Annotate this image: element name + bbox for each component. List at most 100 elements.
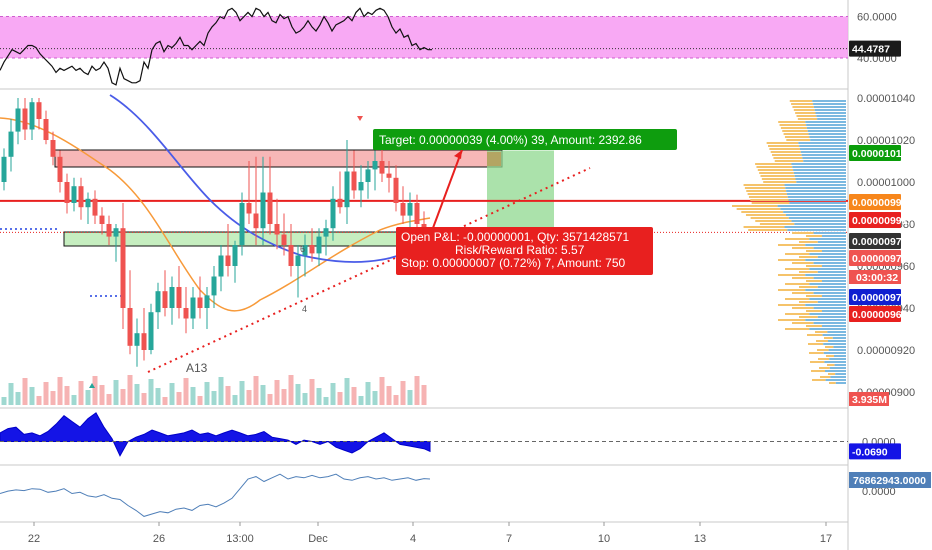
time-tick-label: 13:00 (226, 533, 254, 545)
volume-bar (211, 391, 217, 405)
volume-profile-bar (802, 157, 846, 159)
volume-profile-bar (793, 109, 815, 111)
volume-bar (274, 380, 280, 405)
volume-profile-bar (747, 193, 787, 195)
volume-bar (197, 396, 203, 405)
momentum-area (0, 412, 431, 457)
volume-profile-bar (796, 115, 817, 117)
volume-bar (113, 380, 119, 405)
volume-profile-bar (778, 259, 806, 261)
time-tick-label: 26 (153, 533, 165, 545)
volume-profile-bar (817, 316, 846, 318)
candle-body (78, 186, 84, 208)
candle-body (393, 177, 399, 203)
volume-profile-bar (828, 373, 836, 375)
candle-body (183, 308, 189, 319)
candle-body (330, 198, 336, 229)
volume-profile-bar (792, 277, 814, 279)
volume-profile-bar (788, 199, 846, 201)
volume-profile-bar (786, 190, 846, 192)
volume-profile-bar (774, 160, 804, 162)
volume-oscillator-value-label: 76862943.0000 (853, 475, 926, 487)
countdown-label-bg (849, 270, 901, 284)
pnl-callout-bg (396, 227, 653, 275)
volume-profile-bar (806, 325, 822, 327)
volume-profile-bar (817, 241, 846, 243)
volume-bar (15, 392, 21, 405)
volume-profile-bar (834, 355, 846, 357)
candle-body (36, 102, 42, 119)
volume-bar (302, 393, 308, 405)
candle-body (344, 171, 350, 208)
volume-profile-bar (784, 184, 846, 186)
volume-bar (8, 383, 14, 405)
time-axis[interactable]: 22 26 13:00 Dec 4 7 10 13 17 (28, 522, 832, 545)
volume-profile-bar (778, 244, 806, 246)
volume-profile-bar (813, 247, 846, 249)
candle-body (323, 228, 329, 237)
price-panel: A13 4 6 Target: 0.00000039 (4.00%) 39, Amou… (0, 94, 848, 405)
volume-bar (281, 389, 287, 405)
volume-profile-bar (806, 310, 822, 312)
volume-profile-bar (799, 241, 818, 243)
volume-bar (43, 382, 49, 405)
volume-profile-bar (805, 244, 846, 246)
price-axis[interactable]: 60.000040.000044.47870.000010400.0000102… (849, 12, 931, 499)
volume-profile-bar (825, 346, 834, 348)
volume-profile-bar (778, 121, 806, 123)
volume-profile-bar (808, 343, 824, 345)
volume-profile-bar (783, 211, 846, 213)
volume-bar (295, 384, 301, 405)
candle-body (365, 169, 371, 182)
volume-profile-bar (799, 256, 818, 258)
volume-profile-bar (797, 118, 818, 120)
candle-body (127, 308, 133, 346)
volume-profile-bar (785, 313, 810, 315)
oscillator-band (0, 16, 848, 58)
volume-profile-bar (796, 181, 846, 183)
countdown-label: 03:00:32 (856, 272, 898, 284)
volume-profile-bar (789, 100, 813, 102)
volume-profile-bar (736, 208, 781, 210)
candle-body (407, 203, 413, 216)
volume-bar (169, 383, 175, 405)
volume-profile-bar (793, 172, 846, 174)
volume-profile-bar (792, 106, 814, 108)
candle-body (386, 173, 392, 178)
volume-bar (204, 382, 210, 405)
stop-callout: Stop: 0.00000007 (0.72%) 7, Amount: 750 (401, 256, 625, 270)
volume-bar (421, 385, 427, 405)
volume-profile-bar (805, 259, 846, 261)
candle-body (232, 245, 238, 266)
volume-profile-bar (763, 181, 797, 183)
volume-profile-bar (815, 112, 846, 114)
volume-profile-bar (822, 325, 846, 327)
volume-profile-bar (795, 112, 816, 114)
volume-profile-bar (741, 211, 784, 213)
projection-arrow-line (429, 149, 463, 237)
volume-profile-bar (817, 286, 846, 288)
volume-profile-bar (819, 367, 830, 369)
volume-profile-bar (799, 301, 818, 303)
price-tick-label: 0.00001020 (857, 135, 915, 147)
volume-profile-bar (806, 265, 822, 267)
price-tick-label: 0.00001000 (857, 177, 915, 189)
volume-profile-bar (818, 358, 830, 360)
volume-bar (393, 395, 399, 405)
candle-body (190, 297, 196, 319)
volume-profile-bar (823, 343, 846, 345)
volume-profile-bar (832, 337, 846, 339)
volume-profile-bar (822, 250, 846, 252)
volume-bar (337, 392, 343, 405)
volume-profile-bar (770, 151, 801, 153)
candle-body (358, 182, 364, 191)
volume-profile-bar (778, 304, 806, 306)
volume-profile-bar (822, 310, 846, 312)
volume-profile-bar (807, 130, 846, 132)
volume-profile-bar (792, 232, 814, 234)
volume-profile-bar (817, 271, 846, 273)
open-pnl-callout: Open P&L: -0.00000001, Qty: 3571428571 (401, 230, 630, 244)
support-zone (63, 231, 440, 247)
volume-profile-bar (780, 127, 807, 129)
